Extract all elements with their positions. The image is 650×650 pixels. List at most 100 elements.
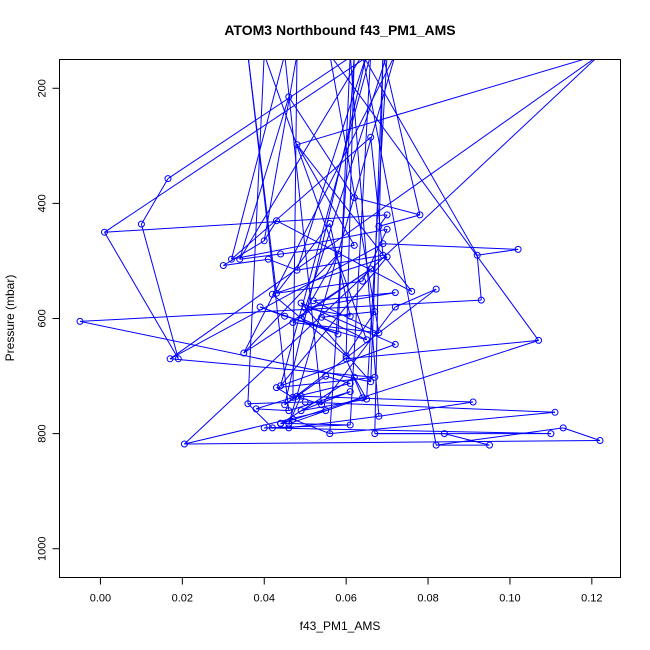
data-point	[551, 408, 559, 416]
data-point	[334, 330, 342, 338]
data-point	[371, 430, 379, 438]
y-tick-label: 600	[37, 309, 49, 327]
data-point	[260, 237, 268, 245]
series-segment	[329, 411, 556, 435]
series-segment	[354, 197, 421, 216]
series-segment	[301, 398, 367, 412]
data-point	[346, 312, 354, 320]
data-point	[268, 290, 276, 298]
data-point	[514, 245, 522, 253]
data-point	[440, 430, 448, 438]
data-point	[277, 382, 285, 390]
data-point	[297, 299, 305, 307]
series-segment	[296, 59, 585, 146]
data-point	[342, 355, 350, 363]
series-segment	[284, 288, 437, 406]
chart-title: ATOM3 Northbound f43_PM1_AMS	[224, 22, 455, 38]
data-point	[346, 388, 354, 396]
data-point	[363, 395, 371, 403]
series-segment	[366, 59, 388, 400]
y-tick-label: 200	[37, 79, 49, 97]
data-point	[322, 372, 330, 380]
data-point	[383, 211, 391, 219]
data-point	[289, 415, 297, 423]
data-point	[359, 277, 366, 285]
series-segment	[223, 240, 265, 266]
series-segment	[243, 253, 339, 354]
series-segment	[247, 59, 265, 404]
x-tick-label: 0.04	[254, 593, 275, 605]
x-tick-label: 0.08	[417, 593, 438, 605]
series-segment	[223, 258, 269, 266]
data-point	[432, 285, 440, 293]
series-points	[76, 93, 604, 449]
data-point	[535, 336, 543, 344]
series-segment	[313, 300, 380, 334]
data-point	[477, 296, 485, 304]
data-point	[318, 313, 326, 321]
data-point	[547, 430, 555, 438]
data-point	[281, 312, 289, 320]
data-point	[326, 430, 334, 438]
series-segment	[337, 59, 351, 335]
series-segment	[280, 256, 388, 387]
data-point	[322, 407, 330, 415]
series-segment	[345, 311, 376, 357]
data-point	[326, 220, 334, 227]
y-tick-label: 400	[37, 194, 49, 212]
series-segment	[288, 415, 379, 429]
data-point	[219, 262, 227, 269]
series-segment	[296, 59, 366, 271]
series-segment	[345, 358, 363, 399]
series-segment	[280, 59, 370, 386]
data-point	[559, 424, 567, 432]
series-segment	[243, 59, 394, 354]
series-segment	[346, 339, 539, 360]
series-segment	[247, 401, 306, 405]
series-segment	[231, 59, 284, 260]
series-segment	[296, 395, 322, 406]
series-segment	[184, 59, 596, 445]
series-segment	[477, 248, 519, 256]
data-point	[273, 289, 280, 297]
series-segment	[321, 306, 396, 406]
series-segment	[436, 427, 564, 446]
series-segment	[184, 410, 326, 445]
data-point	[367, 133, 375, 141]
data-point	[367, 265, 375, 273]
data-point	[297, 315, 305, 322]
data-point	[293, 266, 301, 274]
x-tick-label: 0.02	[172, 593, 193, 605]
data-point	[371, 373, 379, 381]
series-segment	[239, 253, 281, 260]
series-segment	[378, 214, 421, 227]
data-point	[101, 228, 108, 236]
data-point	[301, 398, 309, 406]
data-point	[281, 401, 289, 409]
series-segment	[300, 391, 351, 412]
data-point	[166, 355, 174, 363]
data-point	[277, 419, 285, 427]
series-segment	[140, 223, 179, 359]
series-segment	[263, 220, 277, 242]
data-point	[346, 380, 354, 387]
series-segment	[395, 288, 437, 308]
series-segment	[264, 424, 351, 429]
series-segment	[292, 59, 298, 398]
series-segment	[247, 59, 290, 411]
data-point	[277, 250, 285, 258]
x-axis-label: f43_PM1_AMS	[300, 619, 381, 633]
data-point	[350, 194, 358, 202]
data-point	[264, 255, 272, 263]
series-segment	[350, 59, 380, 417]
series-segment	[563, 427, 601, 441]
series-segment	[265, 59, 368, 340]
data-point	[244, 400, 252, 408]
data-point	[297, 407, 305, 415]
data-point	[432, 441, 440, 449]
series-segment	[79, 320, 371, 383]
data-point	[268, 424, 276, 432]
series-lines	[79, 59, 601, 446]
y-tick-label: 1000	[37, 536, 49, 560]
